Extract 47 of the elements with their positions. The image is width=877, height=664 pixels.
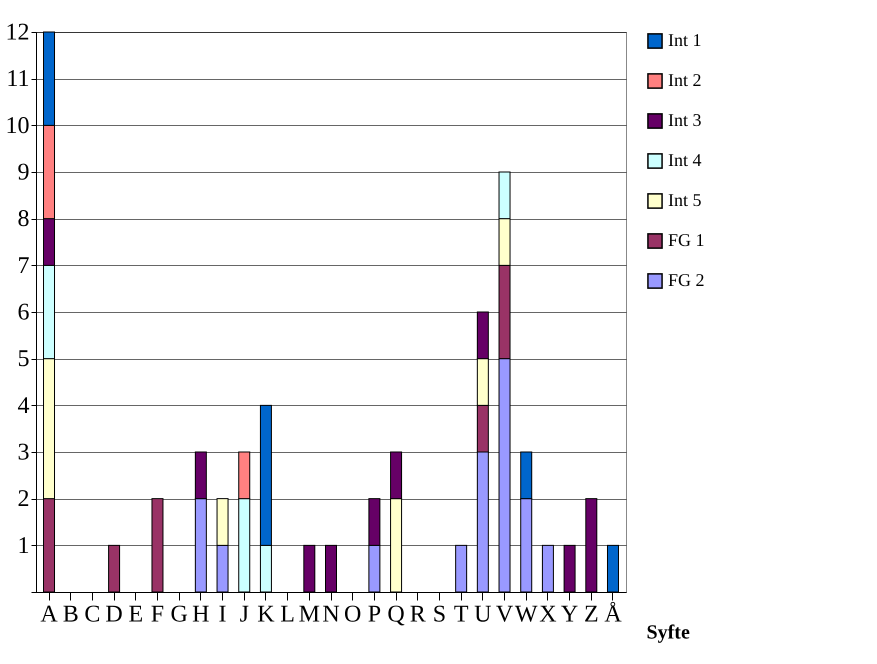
x-tick-label: E — [128, 602, 144, 628]
legend-label: Int 3 — [668, 110, 702, 130]
x-tick-label: I — [218, 602, 227, 628]
y-tick-label: 11 — [6, 66, 30, 92]
x-tick-label: A — [40, 602, 58, 628]
x-tick-label: B — [62, 602, 79, 628]
x-tick-label: P — [368, 602, 382, 628]
y-tick-label: 12 — [6, 20, 30, 46]
x-tick-label: U — [474, 602, 492, 628]
legend-label: Int 1 — [668, 30, 702, 50]
x-tick-label: T — [454, 602, 469, 628]
x-tick-label: X — [539, 602, 557, 628]
y-tick-label: 5 — [18, 346, 30, 372]
y-tick-label: 10 — [6, 112, 30, 139]
x-tick-label: L — [280, 602, 295, 628]
legend-label: Int 4 — [668, 150, 702, 170]
y-tick-label: 7 — [18, 252, 30, 279]
x-tick-label: V — [496, 602, 514, 628]
y-tick-label: 4 — [18, 392, 30, 419]
x-tick-label: D — [105, 602, 123, 628]
x-tick-label: R — [410, 602, 426, 628]
legend-label: FG 2 — [668, 270, 705, 290]
legend-label: Int 2 — [668, 70, 702, 90]
y-tick-label: 8 — [18, 206, 30, 232]
x-tick-label: F — [150, 602, 164, 628]
x-tick-label: G — [170, 602, 188, 628]
y-tick-label: 3 — [18, 440, 30, 466]
legend-label: Int 5 — [668, 190, 702, 210]
x-tick-label: J — [240, 602, 249, 628]
x-tick-label: O — [344, 602, 362, 628]
x-tick-label: M — [298, 602, 320, 628]
x-tick-label: Z — [584, 602, 599, 628]
x-tick-label: Å — [604, 602, 622, 628]
x-tick-label: S — [432, 602, 446, 628]
legend-label: FG 1 — [668, 230, 705, 250]
x-tick-label: Q — [387, 602, 405, 628]
x-tick-label: W — [514, 602, 538, 628]
x-axis-title: Syfte — [646, 622, 690, 644]
y-tick-label: 2 — [18, 486, 30, 512]
x-tick-label: N — [322, 602, 340, 628]
y-tick-label: 1 — [18, 532, 30, 559]
y-tick-label: 9 — [18, 160, 30, 186]
y-tick-label: 6 — [18, 300, 30, 326]
x-tick-label: C — [84, 602, 100, 628]
x-tick-label: K — [257, 602, 276, 628]
x-tick-label: H — [192, 602, 210, 628]
x-tick-label: Y — [560, 602, 578, 628]
